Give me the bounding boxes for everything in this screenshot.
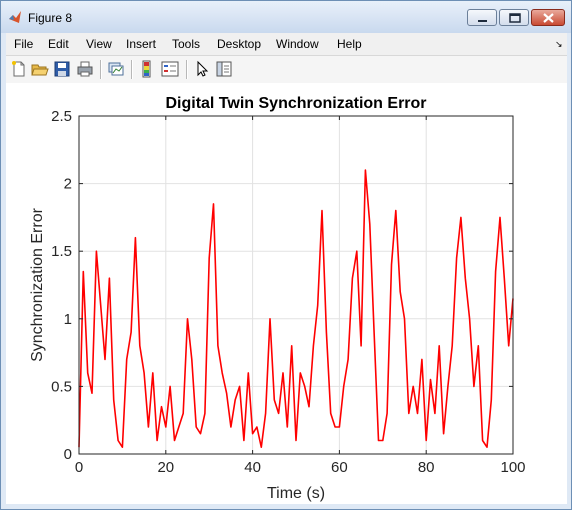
window-title: Figure 8 bbox=[28, 11, 73, 25]
property-editor-icon[interactable] bbox=[215, 60, 233, 78]
axes-box bbox=[78, 115, 514, 455]
open-folder-icon[interactable] bbox=[31, 60, 49, 78]
x-axis-label: Time (s) bbox=[267, 485, 325, 502]
y-tick-label: 2 bbox=[64, 176, 72, 193]
plot-area bbox=[79, 116, 513, 454]
edit-plot-cursor-icon[interactable] bbox=[193, 60, 211, 78]
menu-insert[interactable]: Insert bbox=[126, 37, 157, 51]
menu-edit[interactable]: Edit bbox=[48, 37, 69, 51]
y-tick-label: 0.5 bbox=[51, 378, 72, 395]
menu-file[interactable]: File bbox=[14, 37, 34, 51]
y-axis-label: Synchronization Error bbox=[29, 207, 46, 362]
series-line[interactable] bbox=[78, 169, 514, 449]
x-tick-label: 20 bbox=[157, 459, 174, 476]
figure-canvas: 0 20 40 60 80 100 0 0.5 1 1.5 2 2.5 Digital Twin Syn… bbox=[6, 83, 567, 504]
menu-help[interactable]: Help bbox=[337, 37, 362, 51]
matlab-icon bbox=[9, 11, 21, 23]
minimize-icon bbox=[478, 20, 487, 22]
x-tick-label: 100 bbox=[500, 459, 525, 476]
menu-bar: File Edit View Insert Tools Desktop Wind… bbox=[6, 33, 567, 55]
x-tick-label: 0 bbox=[75, 459, 83, 476]
print-icon[interactable] bbox=[76, 60, 94, 78]
maximize-button[interactable] bbox=[499, 9, 529, 26]
menu-desktop[interactable]: Desktop bbox=[217, 37, 262, 51]
title-bar[interactable]: Figure 8 bbox=[1, 1, 571, 33]
y-tick-label: 2.5 bbox=[51, 108, 72, 125]
y-tick-label: 1 bbox=[64, 311, 72, 328]
y-tick-label: 1.5 bbox=[51, 243, 72, 260]
close-button[interactable] bbox=[531, 9, 565, 26]
x-tick-label: 40 bbox=[244, 459, 261, 476]
toolbar-separator bbox=[186, 60, 188, 79]
minimize-button[interactable] bbox=[467, 9, 497, 26]
insert-colorbar-icon[interactable] bbox=[138, 60, 156, 78]
figure-toolbar bbox=[6, 55, 567, 84]
toolbar-separator bbox=[100, 60, 102, 79]
y-tick-label: 0 bbox=[64, 446, 72, 463]
x-tick-label: 60 bbox=[331, 459, 348, 476]
insert-legend-icon[interactable] bbox=[161, 60, 179, 78]
x-tick-label: 80 bbox=[418, 459, 435, 476]
menu-view[interactable]: View bbox=[86, 37, 112, 51]
line-chart[interactable]: 0 20 40 60 80 100 0 0.5 1 1.5 2 2.5 Digital Twin Syn… bbox=[6, 83, 567, 504]
menu-tools[interactable]: Tools bbox=[172, 37, 201, 51]
new-figure-icon[interactable] bbox=[10, 60, 28, 78]
maximize-icon bbox=[509, 13, 521, 23]
link-plot-icon[interactable] bbox=[107, 60, 125, 78]
menu-window[interactable]: Window bbox=[276, 37, 319, 51]
save-icon[interactable] bbox=[53, 60, 71, 78]
menu-dock-arrow-icon[interactable]: ↘ bbox=[555, 39, 563, 49]
chart-title: Digital Twin Synchronization Error bbox=[165, 95, 426, 112]
toolbar-separator bbox=[131, 60, 133, 79]
close-icon bbox=[543, 13, 554, 23]
